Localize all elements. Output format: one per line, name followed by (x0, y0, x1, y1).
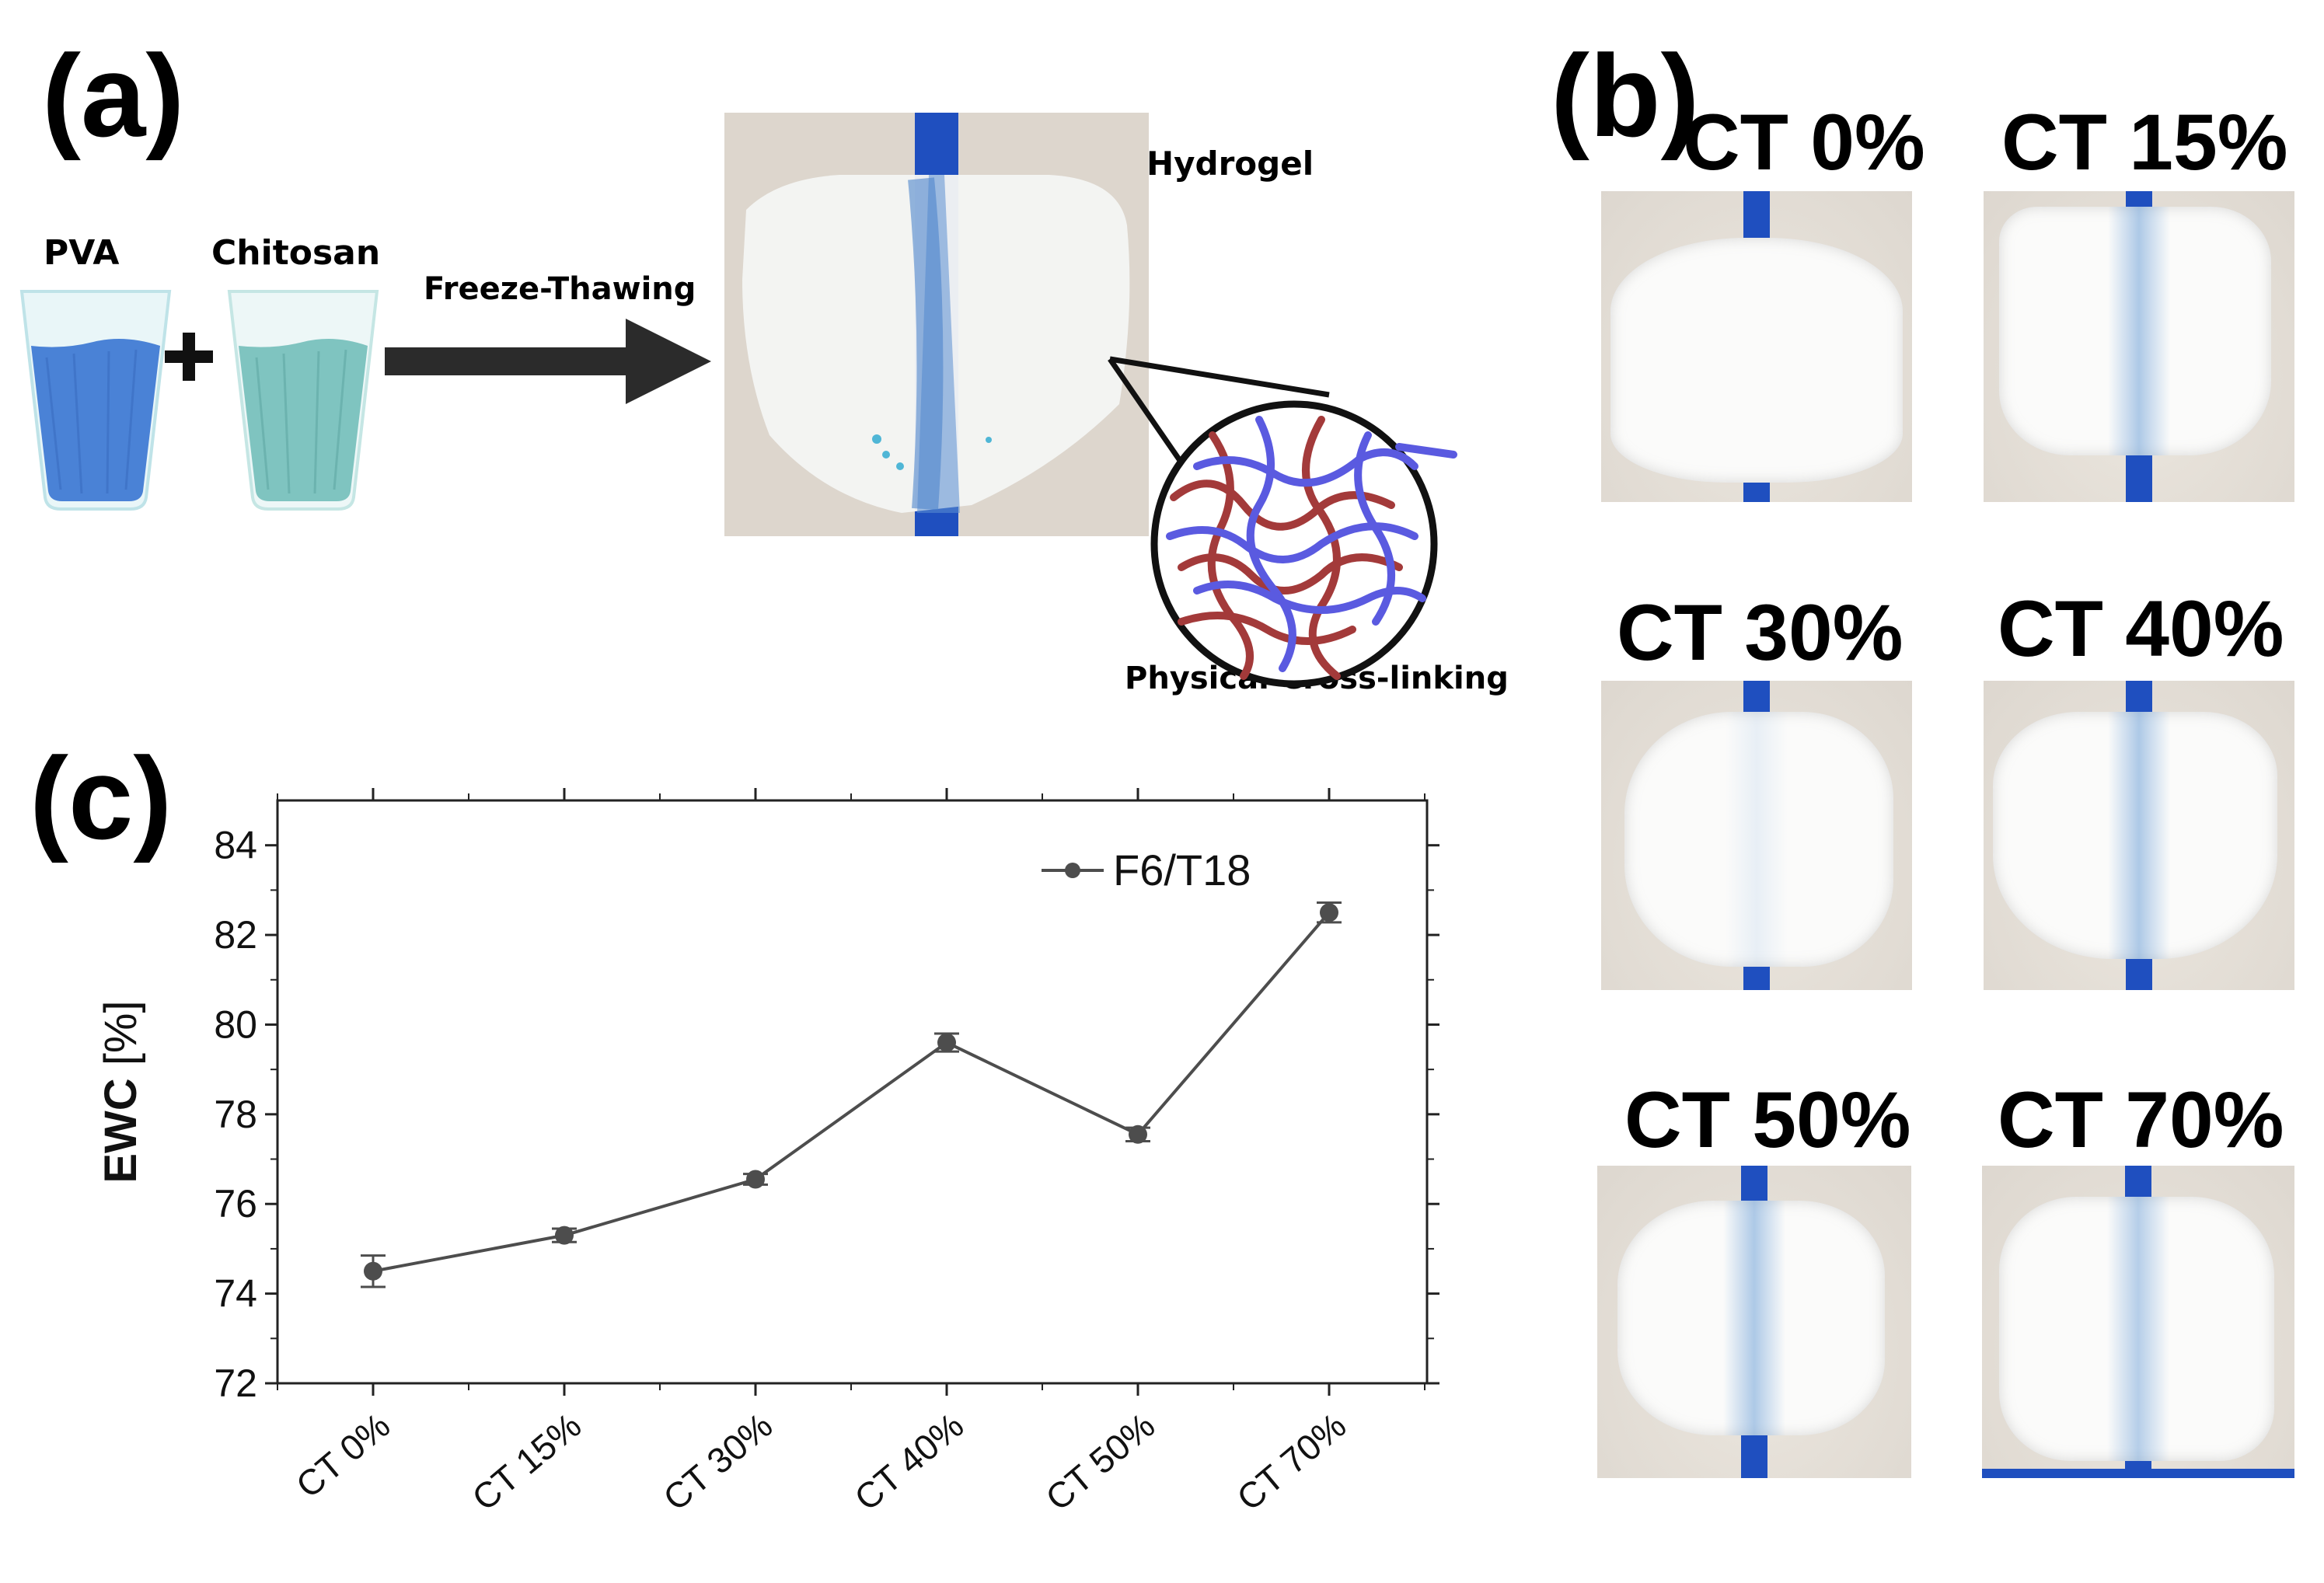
y-tick-label: 74 (214, 1272, 257, 1316)
pva-beaker-icon (19, 290, 172, 511)
y-tick-label: 84 (214, 824, 257, 867)
sample-label-ct30: CT 30% (1617, 588, 1904, 677)
sample-photo-ct70 (1982, 1166, 2294, 1478)
data-point (364, 1261, 382, 1281)
panel-a-letter: (a) (42, 30, 185, 161)
data-point (1129, 1124, 1147, 1144)
plot-frame (276, 799, 1429, 1385)
freeze-thawing-arrow-icon (385, 319, 711, 404)
data-point (937, 1033, 956, 1052)
x-tick-label: CT 0% (288, 1405, 397, 1506)
y-tick-label: 82 (214, 913, 257, 957)
sample-photo-ct30 (1601, 681, 1912, 990)
chitosan-label: Chitosan (211, 233, 381, 273)
ewc-line-chart: 72 74 76 78 80 82 84 CT 0% CT 15% CT 30% CT 40% CT … (96, 788, 1439, 1518)
x-tick-label: CT 30% (655, 1405, 780, 1518)
crosslink-network-icon (1150, 400, 1457, 688)
y-axis-label: EWC [%] (96, 1000, 146, 1183)
legend-marker (1065, 863, 1080, 878)
sample-label-ct50: CT 50% (1624, 1076, 1911, 1164)
chitosan-beaker-icon (227, 290, 379, 511)
sample-photo-ct15 (1984, 191, 2294, 502)
sample-photo-ct0 (1601, 191, 1912, 502)
x-tick-label: CT 70% (1229, 1405, 1353, 1518)
y-tick-label: 72 (214, 1362, 257, 1405)
x-tick-label: CT 15% (464, 1405, 588, 1518)
x-tick-label: CT 50% (1038, 1405, 1162, 1518)
hydrogel-photo (724, 113, 1149, 536)
hydrogel-label: Hydrogel (1146, 145, 1314, 183)
sample-photo-ct40 (1984, 681, 2294, 990)
data-point (555, 1226, 574, 1245)
sample-label-ct15: CT 15% (2001, 98, 2288, 187)
panel-a-illustration (19, 113, 1457, 688)
sample-label-ct40: CT 40% (1998, 584, 2284, 673)
data-point (746, 1170, 765, 1189)
y-tick-label: 76 (214, 1182, 257, 1226)
y-tick-label: 80 (214, 1002, 257, 1046)
panel-b-letter: (b) (1551, 30, 1700, 161)
legend-label: F6/T18 (1113, 846, 1251, 894)
series-line-f6-t18 (372, 911, 1331, 1273)
sample-label-ct0: CT 0% (1683, 98, 1925, 187)
freeze-thawing-label: Freeze-Thawing (424, 271, 696, 307)
sample-label-ct70: CT 70% (1998, 1076, 2284, 1164)
sample-photo-ct50 (1597, 1166, 1911, 1478)
y-tick-label: 78 (214, 1093, 257, 1136)
data-point (1320, 903, 1338, 922)
pva-label: PVA (44, 233, 120, 273)
plus-icon (165, 333, 213, 381)
panel-c-letter: (c) (30, 733, 173, 863)
x-tick-label: CT 40% (846, 1405, 971, 1518)
